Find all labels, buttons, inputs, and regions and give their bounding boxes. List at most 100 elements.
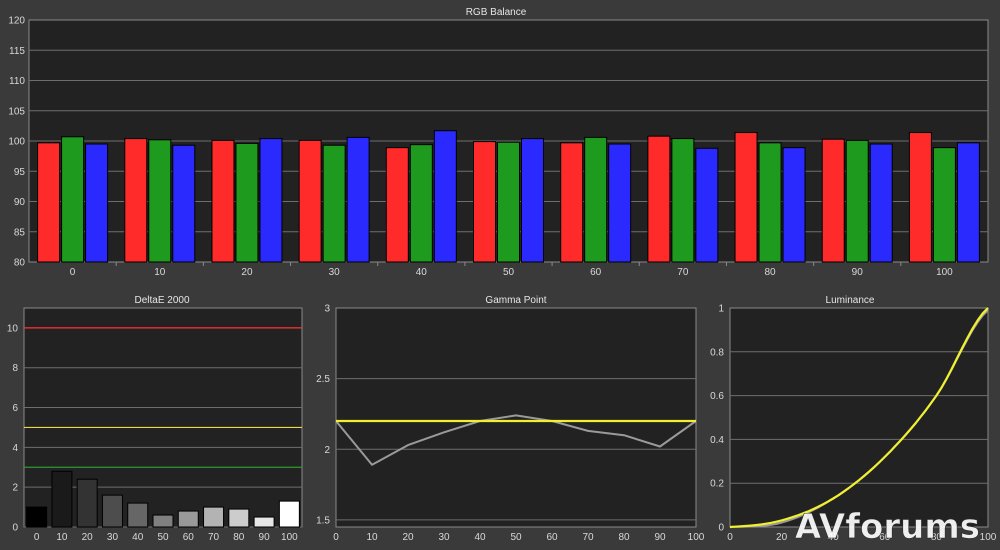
gamma-x-tick-label: 80 <box>618 532 630 543</box>
deltae-x-tick-label: 20 <box>82 532 94 543</box>
avforums-logo: AVforums <box>795 507 981 548</box>
lum-y-tick-label: 1 <box>718 304 724 315</box>
deltae-x-tick-label: 50 <box>157 532 169 543</box>
lum-x-tick-label: 100 <box>980 532 997 543</box>
deltae-bar <box>51 470 73 528</box>
rgb-bar <box>521 138 544 263</box>
rgb-bar <box>298 139 322 263</box>
rgb-bar <box>172 144 196 263</box>
lum-y-tick-label: 0 <box>718 523 724 534</box>
rgb-bar <box>235 142 259 263</box>
rgb-x-tick-label: 80 <box>764 267 776 278</box>
deltae-bar <box>76 478 98 528</box>
rgb-bar <box>61 136 85 263</box>
lum-y-tick-label: 0.6 <box>710 391 724 402</box>
deltae-title: DeltaE 2000 <box>134 295 189 306</box>
deltae-x-tick-label: 0 <box>34 532 40 543</box>
gamma-x-tick-label: 60 <box>546 532 558 543</box>
rgb-bar <box>259 138 283 263</box>
rgb-y-tick-label: 100 <box>8 137 25 148</box>
rgb-bar <box>758 142 782 263</box>
rgb-bar <box>932 147 956 263</box>
rgb-bar <box>734 132 758 263</box>
rgb-bar <box>782 147 806 263</box>
luminance-title: Luminance <box>826 295 875 306</box>
rgb-x-tick-label: 10 <box>154 267 166 278</box>
deltae-x-tick-label: 70 <box>208 532 220 543</box>
deltae-bar <box>278 500 300 528</box>
deltae-x-tick-label: 100 <box>281 532 298 543</box>
lum-y-tick-label: 0.4 <box>710 435 724 446</box>
deltae-x-tick-label: 40 <box>132 532 144 543</box>
deltae-x-tick-label: 30 <box>107 532 119 543</box>
gamma-plot-area <box>335 307 697 528</box>
rgb-x-tick-label: 20 <box>241 267 253 278</box>
watermark-text: AVforums <box>795 507 980 547</box>
rgb-y-tick-label: 120 <box>8 16 25 27</box>
deltae-x-tick-label: 10 <box>56 532 68 543</box>
gamma-x-tick-label: 100 <box>688 532 705 543</box>
rgb-bar <box>647 135 671 263</box>
deltae-bar <box>203 506 225 528</box>
rgb-bar <box>908 132 932 263</box>
rgb-bar <box>608 143 632 263</box>
deltae-y-tick-label: 10 <box>7 323 19 334</box>
rgb-y-tick-label: 80 <box>14 258 26 269</box>
rgb-x-tick-label: 90 <box>852 267 864 278</box>
deltae-bar <box>26 506 48 528</box>
rgb-y-tick-label: 85 <box>14 227 26 238</box>
gamma-x-tick-label: 10 <box>366 532 378 543</box>
rgb-bar <box>560 142 584 263</box>
deltae-bar <box>228 508 250 528</box>
rgb-bar <box>695 147 719 263</box>
lum-x-tick-label: 40 <box>828 532 840 543</box>
rgb-x-tick-label: 100 <box>936 267 953 278</box>
gamma-y-tick-label: 2 <box>324 445 330 456</box>
rgb-y-tick-label: 115 <box>9 46 25 57</box>
deltae-x-tick-label: 60 <box>183 532 195 543</box>
gamma-y-tick-label: 1.5 <box>316 515 330 526</box>
rgb-bar <box>671 138 695 263</box>
gamma-x-tick-label: 0 <box>333 532 339 543</box>
rgb-bar <box>85 143 109 263</box>
gamma-measured-line <box>335 414 697 466</box>
lum-x-tick-label: 20 <box>776 532 788 543</box>
rgb-bar <box>956 142 980 263</box>
gamma-x-tick-label: 40 <box>474 532 486 543</box>
rgb-bar <box>497 141 520 263</box>
gamma-y-tick-label: 2.5 <box>316 374 330 385</box>
deltae-x-tick-label: 90 <box>259 532 271 543</box>
rgb-x-tick-label: 60 <box>590 267 602 278</box>
deltae-bar <box>253 516 275 528</box>
gamma-x-tick-label: 20 <box>402 532 414 543</box>
lum-y-tick-label: 0.2 <box>710 479 724 490</box>
rgb-bar <box>148 139 172 263</box>
lum-x-tick-label: 80 <box>931 532 943 543</box>
rgb-x-tick-label: 30 <box>329 267 341 278</box>
deltae-y-tick-label: 0 <box>12 523 18 534</box>
rgb-y-tick-label: 90 <box>14 197 26 208</box>
gamma-x-tick-label: 30 <box>438 532 450 543</box>
lum-x-tick-label: 60 <box>879 532 891 543</box>
deltae-y-tick-label: 4 <box>12 443 18 454</box>
lum-plot-area <box>729 307 989 528</box>
deltae-y-tick-label: 2 <box>12 483 18 494</box>
deltae-bar <box>152 514 174 528</box>
gamma-x-tick-label: 70 <box>582 532 594 543</box>
rgb-bar <box>584 136 608 263</box>
rgb-bar <box>409 144 433 263</box>
deltae-bar <box>101 494 123 528</box>
rgb-bar <box>845 139 869 263</box>
rgb-x-tick-label: 40 <box>416 267 428 278</box>
rgb-bar <box>346 136 370 263</box>
gamma-title: Gamma Point <box>485 295 546 306</box>
lum-target-line <box>729 307 989 529</box>
rgb-bar <box>821 138 845 263</box>
rgb-balance-title: RGB Balance <box>466 7 527 18</box>
rgb-bar <box>473 141 496 263</box>
lum-y-tick-label: 0.8 <box>710 347 724 358</box>
rgb-bar <box>211 139 235 263</box>
rgb-y-tick-label: 105 <box>8 106 25 117</box>
gamma-x-tick-label: 90 <box>654 532 666 543</box>
